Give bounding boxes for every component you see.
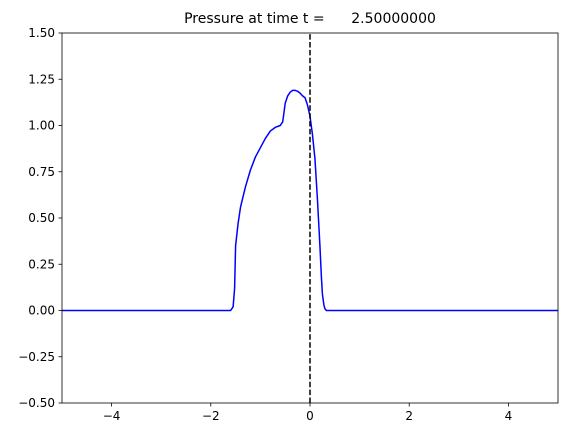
y-tick-label: −0.25	[18, 350, 55, 364]
pressure-series-line	[62, 89, 558, 312]
axes: −4 −2 0 2 4 −0.50 −0.25 0.00 0.25 0.50 0.75 1.00 1.2…	[18, 26, 559, 423]
x-tick-label: 4	[505, 409, 513, 423]
y-tick-label: 0.25	[28, 257, 55, 271]
x-tick-label: 2	[405, 409, 413, 423]
y-tick-label: 0.00	[28, 304, 55, 318]
y-tick-label: 0.75	[28, 165, 55, 179]
y-tick-label: −0.50	[18, 396, 55, 410]
x-tick-label: 0	[306, 409, 314, 423]
x-tick-label: −4	[103, 409, 121, 423]
y-tick-label: 1.25	[28, 72, 55, 86]
plot-area	[62, 33, 558, 403]
y-tick-label: 1.50	[28, 26, 55, 40]
chart-title: Pressure at time t = 2.50000000	[184, 11, 436, 27]
y-tick-label: 1.00	[28, 119, 55, 133]
y-tick-label: 0.50	[28, 211, 55, 225]
x-tick-label: −2	[202, 409, 220, 423]
